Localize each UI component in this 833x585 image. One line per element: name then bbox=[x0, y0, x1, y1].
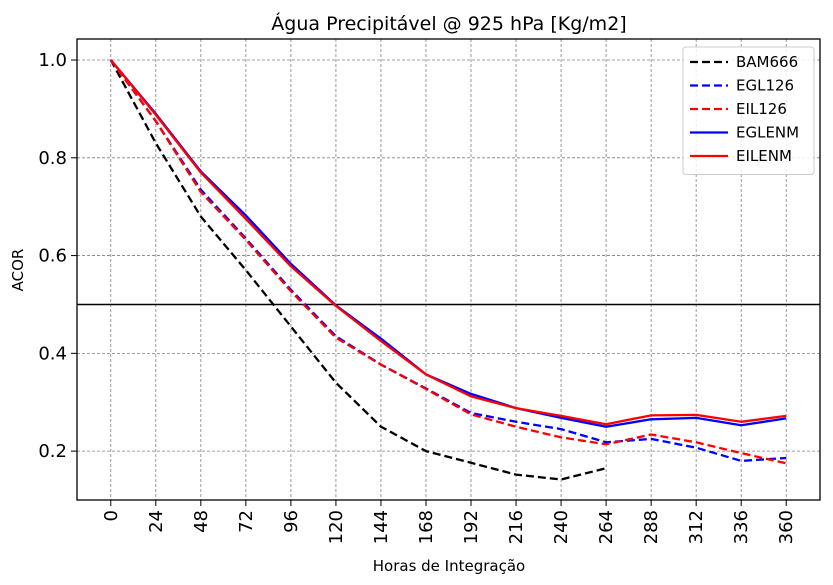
legend-label: BAM666 bbox=[736, 53, 798, 71]
y-tick-label: 0.2 bbox=[38, 441, 67, 462]
x-tick-label: 96 bbox=[281, 510, 302, 533]
x-tick-label: 144 bbox=[371, 510, 392, 544]
x-tick-label: 312 bbox=[686, 510, 707, 544]
x-tick-label: 360 bbox=[776, 510, 797, 544]
x-tick-label: 216 bbox=[506, 510, 527, 544]
legend-box bbox=[682, 46, 815, 175]
legend-label: EIL126 bbox=[736, 100, 787, 118]
legend-label: EILENM bbox=[736, 147, 792, 165]
x-tick-label: 240 bbox=[551, 510, 572, 544]
y-tick-label: 0.6 bbox=[38, 246, 67, 267]
x-tick-label: 336 bbox=[731, 510, 752, 544]
x-tick-label: 288 bbox=[641, 510, 662, 544]
legend: BAM666 EGL126 EIL126 EGLENM EILENM bbox=[682, 46, 815, 175]
chart-title: Água Precipitável @ 925 hPa [Kg/m2] bbox=[271, 12, 626, 35]
x-tick-label: 192 bbox=[461, 510, 482, 544]
legend-label: EGL126 bbox=[736, 77, 794, 95]
x-tick-label: 0 bbox=[101, 510, 122, 521]
y-axis-ticks: 0.2 0.4 0.6 0.8 1.0 bbox=[38, 50, 77, 462]
series-group bbox=[109, 59, 787, 481]
y-tick-label: 0.8 bbox=[38, 148, 67, 169]
x-axis-label: Horas de Integração bbox=[373, 557, 525, 575]
y-axis-label: ACOR bbox=[9, 249, 27, 292]
x-tick-label: 120 bbox=[326, 510, 347, 544]
x-tick-label: 264 bbox=[596, 510, 617, 544]
x-tick-label: 24 bbox=[146, 510, 167, 533]
x-tick-label: 48 bbox=[191, 510, 212, 533]
series-line-eilenm bbox=[109, 59, 787, 426]
x-axis-ticks: 0 24 48 72 96 120 144 168 192 216 240 264 288 312 336 3… bbox=[101, 500, 797, 544]
legend-label: EGLENM bbox=[736, 124, 799, 142]
y-tick-label: 0.4 bbox=[38, 343, 67, 364]
x-tick-label: 168 bbox=[416, 510, 437, 544]
plot-area-frame bbox=[76, 38, 821, 501]
series-line-bam666 bbox=[109, 59, 607, 481]
x-tick-label: 72 bbox=[236, 510, 257, 533]
series-line-eil126 bbox=[109, 59, 787, 465]
y-tick-label: 1.0 bbox=[38, 50, 67, 71]
